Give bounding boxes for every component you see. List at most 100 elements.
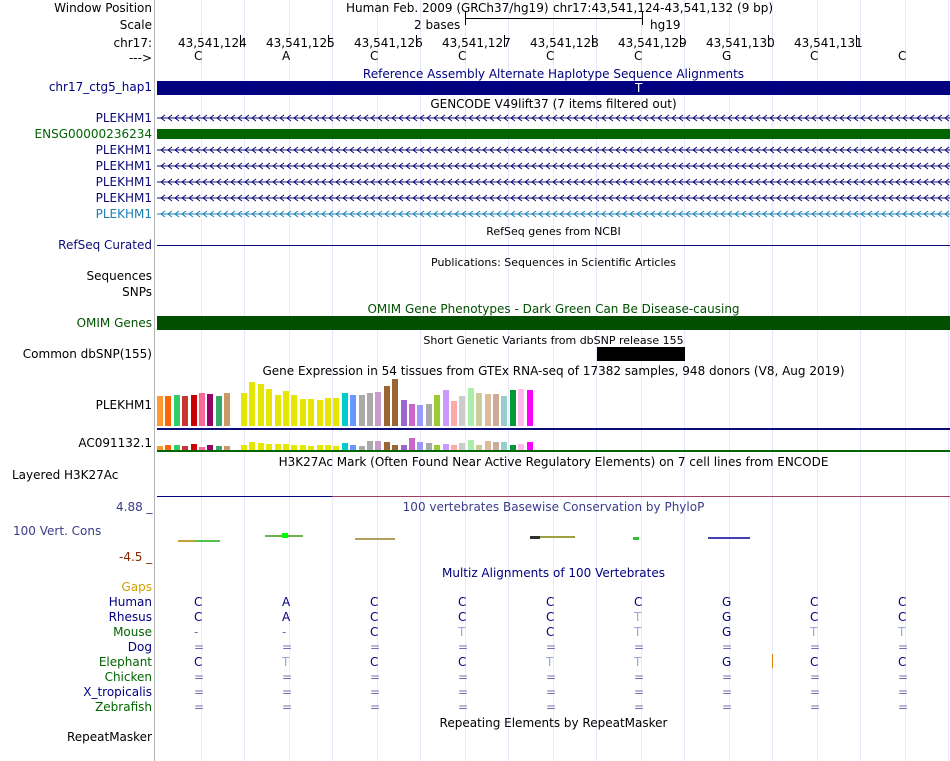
gtex-bar[interactable] xyxy=(392,445,399,450)
gtex-bar[interactable] xyxy=(207,445,214,450)
gtex-bar[interactable] xyxy=(409,438,415,450)
gtex-bar[interactable] xyxy=(501,396,508,426)
multiz-species-label[interactable]: Dog xyxy=(127,640,152,654)
gtex-bar[interactable] xyxy=(283,444,289,450)
gtex-bar[interactable] xyxy=(165,445,172,450)
gtex-bar[interactable] xyxy=(375,441,382,450)
gtex-bar[interactable] xyxy=(467,388,474,426)
gencode-item-label[interactable]: PLEKHM1 xyxy=(95,207,152,221)
h3k27ac-label[interactable]: Layered H3K27Ac xyxy=(12,468,119,482)
gtex-bar[interactable] xyxy=(434,395,441,426)
multiz-species-label[interactable]: Mouse xyxy=(113,625,152,639)
phylop-label[interactable]: 100 Vert. Cons xyxy=(13,524,102,538)
gtex-title[interactable]: Gene Expression in 54 tissues from GTEx … xyxy=(262,364,845,378)
gtex-bar[interactable] xyxy=(451,401,457,426)
gtex-bar[interactable] xyxy=(325,445,331,450)
multiz-species-label[interactable]: Chicken xyxy=(104,670,152,684)
gtex-bar[interactable] xyxy=(291,395,298,426)
repeatmasker-title[interactable]: Repeating Elements by RepeatMasker xyxy=(439,716,668,730)
gtex-bar[interactable] xyxy=(459,396,466,426)
gtex-bar[interactable] xyxy=(325,398,331,426)
gtex-bar[interactable] xyxy=(442,444,449,450)
gencode-item-arrows[interactable] xyxy=(157,161,950,171)
gtex-bar[interactable] xyxy=(199,393,205,426)
gtex-bar[interactable] xyxy=(249,382,256,426)
gtex-bar[interactable] xyxy=(451,445,457,450)
gtex-bar[interactable] xyxy=(400,445,407,450)
window-position-value[interactable]: chr17:43,541,124-43,541,132 (9 bp) xyxy=(553,1,774,15)
gtex-bar[interactable] xyxy=(509,445,516,450)
gtex-bar[interactable] xyxy=(157,396,163,426)
dbsnp-variant-block[interactable] xyxy=(597,347,685,361)
gtex-bar[interactable] xyxy=(266,389,273,426)
gtex-bar[interactable] xyxy=(425,443,432,450)
gtex-bar[interactable] xyxy=(182,446,189,450)
multiz-species-label[interactable]: Human xyxy=(108,595,152,609)
gtex-bar[interactable] xyxy=(224,446,231,450)
gtex-bar[interactable] xyxy=(173,395,180,426)
gtex-bar[interactable] xyxy=(341,443,348,450)
gencode-item-label[interactable]: PLEKHM1 xyxy=(95,175,152,189)
gtex-bar[interactable] xyxy=(358,446,365,450)
gtex-bar[interactable] xyxy=(392,379,399,426)
gtex-bar[interactable] xyxy=(333,398,340,426)
gtex-bar[interactable] xyxy=(509,390,516,426)
gtex-gene-ac091132[interactable]: AC091132.1 xyxy=(78,436,152,450)
gtex-bar[interactable] xyxy=(526,442,533,450)
gtex-bar[interactable] xyxy=(434,445,441,450)
gencode-item-arrows[interactable] xyxy=(157,145,950,155)
alt-hap-title[interactable]: Reference Assembly Alternate Haplotype S… xyxy=(362,67,745,81)
multiz-species-label[interactable]: Zebrafish xyxy=(95,700,152,714)
gtex-bar[interactable] xyxy=(367,393,373,426)
multiz-title[interactable]: Multiz Alignments of 100 Vertebrates xyxy=(441,566,666,580)
alt-hap-label[interactable]: chr17_ctg5_hap1 xyxy=(48,80,152,94)
gtex-bar[interactable] xyxy=(484,441,491,450)
refseq-title[interactable]: RefSeq genes from NCBI xyxy=(486,225,621,238)
gencode-item-arrows[interactable] xyxy=(157,113,950,123)
multiz-species-label[interactable]: Rhesus xyxy=(108,610,152,624)
gtex-bar[interactable] xyxy=(350,445,357,450)
gtex-bar[interactable] xyxy=(291,445,298,450)
gencode-item-arrows[interactable] xyxy=(157,177,950,187)
gtex-bar[interactable] xyxy=(493,394,499,426)
gtex-bar[interactable] xyxy=(341,393,348,426)
gtex-bar[interactable] xyxy=(518,444,525,450)
gtex-bar[interactable] xyxy=(501,442,508,450)
repeatmasker-label[interactable]: RepeatMasker xyxy=(66,730,152,744)
gtex-bar[interactable] xyxy=(215,396,222,426)
gtex-bar[interactable] xyxy=(283,391,289,426)
gtex-bar[interactable] xyxy=(308,399,315,426)
gencode-item-label[interactable]: PLEKHM1 xyxy=(95,143,152,157)
multiz-species-label[interactable]: Elephant xyxy=(98,655,152,669)
gtex-bar[interactable] xyxy=(400,400,407,426)
gtex-bar[interactable] xyxy=(518,389,525,426)
gtex-bar[interactable] xyxy=(367,441,373,450)
gtex-bar[interactable] xyxy=(157,446,163,450)
omim-label[interactable]: OMIM Genes xyxy=(76,316,152,330)
gtex-bar[interactable] xyxy=(409,404,415,426)
gtex-bar[interactable] xyxy=(224,393,231,426)
gtex-bar[interactable] xyxy=(165,396,172,426)
gtex-bar[interactable] xyxy=(442,390,449,426)
dbsnp-title[interactable]: Short Genetic Variants from dbSNP releas… xyxy=(423,334,684,347)
gtex-bar[interactable] xyxy=(215,446,222,450)
gencode-item-arrows[interactable] xyxy=(157,193,950,203)
gencode-item-label[interactable]: PLEKHM1 xyxy=(95,159,152,173)
gtex-bar[interactable] xyxy=(257,443,264,450)
dbsnp-label[interactable]: Common dbSNP(155) xyxy=(22,347,152,361)
gencode-item-label[interactable]: ENSG00000236234 xyxy=(34,127,152,141)
gtex-bar[interactable] xyxy=(274,395,281,426)
omim-title[interactable]: OMIM Gene Phenotypes - Dark Green Can Be… xyxy=(367,302,740,316)
gtex-bar[interactable] xyxy=(182,396,189,426)
omim-bar[interactable] xyxy=(157,316,950,330)
gtex-bar[interactable] xyxy=(383,386,390,426)
publications-sequences-label[interactable]: Sequences xyxy=(86,269,152,283)
gtex-bar[interactable] xyxy=(199,447,205,450)
gtex-bar[interactable] xyxy=(417,405,424,426)
publications-title[interactable]: Publications: Sequences in Scientific Ar… xyxy=(431,256,676,269)
alt-hap-bar[interactable]: T xyxy=(157,81,950,95)
gtex-bar[interactable] xyxy=(299,445,306,450)
gtex-bar[interactable] xyxy=(249,442,256,450)
gtex-bar[interactable] xyxy=(383,442,390,450)
gtex-bar[interactable] xyxy=(316,400,323,426)
